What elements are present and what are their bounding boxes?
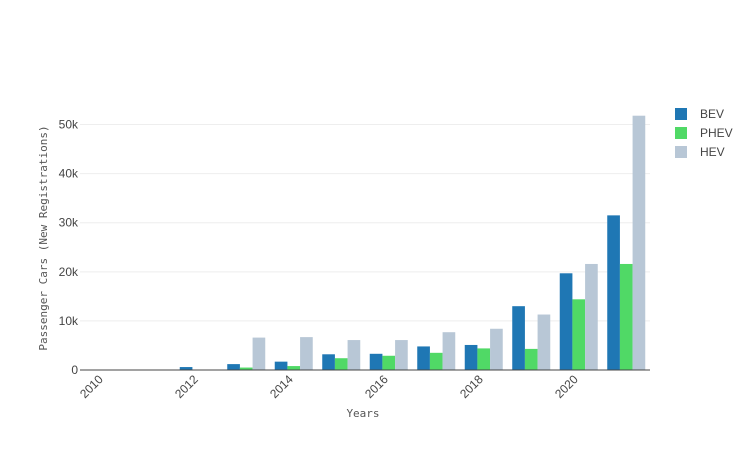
bar-hev-2015[interactable] (347, 340, 361, 370)
legend-swatch (675, 146, 687, 158)
bar-phev-2021[interactable] (619, 263, 633, 370)
bar-bev-2019[interactable] (512, 306, 525, 370)
legend-label: PHEV (700, 126, 733, 140)
legend-item-bev[interactable]: BEV (675, 107, 724, 121)
grid (80, 124, 650, 322)
bar-phev-2018[interactable] (477, 348, 491, 370)
y-tick-label: 20k (59, 265, 79, 279)
bar-bev-2012[interactable] (179, 367, 193, 370)
y-axis-title: Passenger Cars (New Registrations) (37, 125, 50, 350)
legend-item-phev[interactable]: PHEV (675, 126, 733, 140)
bar-phev-2019[interactable] (524, 348, 538, 370)
x-tick-label: 2016 (362, 372, 391, 401)
bar-phev-2015[interactable] (334, 358, 348, 370)
y-tick-label: 0 (71, 363, 78, 377)
bar-bev-2021[interactable] (607, 215, 620, 370)
x-tick-label: 2010 (77, 372, 106, 401)
bar-phev-2017[interactable] (429, 352, 443, 370)
x-tick-label: 2020 (552, 372, 581, 401)
legend-label: HEV (700, 145, 725, 159)
legend-swatch (675, 108, 687, 120)
x-axis-title: Years (346, 407, 379, 420)
y-tick-label: 50k (59, 118, 79, 132)
y-tick-label: 10k (59, 314, 79, 328)
bar-phev-2016[interactable] (382, 355, 396, 370)
bar-hev-2020[interactable] (585, 263, 598, 370)
bar-phev-2013[interactable] (239, 367, 253, 370)
bar-bev-2016[interactable] (369, 353, 383, 370)
bar-bev-2018[interactable] (464, 344, 478, 370)
x-tick-label: 2018 (457, 372, 486, 401)
bar-phev-2014[interactable] (287, 366, 301, 370)
bar-bev-2013[interactable] (227, 364, 240, 370)
legend-swatch (675, 127, 687, 139)
bars (179, 115, 646, 370)
x-tick-label: 2012 (172, 372, 201, 401)
bar-bev-2015[interactable] (322, 354, 335, 370)
bar-hev-2013[interactable] (252, 337, 266, 370)
bar-hev-2014[interactable] (300, 337, 313, 370)
y-tick-labels: 0 10k 20k 30k 40k 50k (59, 118, 79, 377)
legend[interactable]: BEV PHEV HEV (675, 107, 733, 159)
bar-bev-2017[interactable] (417, 346, 430, 370)
bar-hev-2017[interactable] (442, 332, 456, 370)
x-tick-label: 2014 (267, 372, 296, 401)
bar-hev-2018[interactable] (490, 328, 503, 370)
y-tick-label: 30k (59, 216, 79, 230)
bar-bev-2020[interactable] (559, 273, 573, 370)
bar-hev-2016[interactable] (395, 340, 408, 370)
y-tick-label: 40k (59, 167, 79, 181)
legend-label: BEV (700, 107, 724, 121)
bar-phev-2020[interactable] (572, 299, 586, 370)
bar-hev-2019[interactable] (537, 314, 551, 370)
x-tick-labels: 2010 2012 2014 2016 2018 2020 (77, 372, 581, 401)
bar-bev-2014[interactable] (274, 361, 288, 370)
bar-hev-2021[interactable] (632, 115, 646, 370)
legend-item-hev[interactable]: HEV (675, 145, 725, 159)
